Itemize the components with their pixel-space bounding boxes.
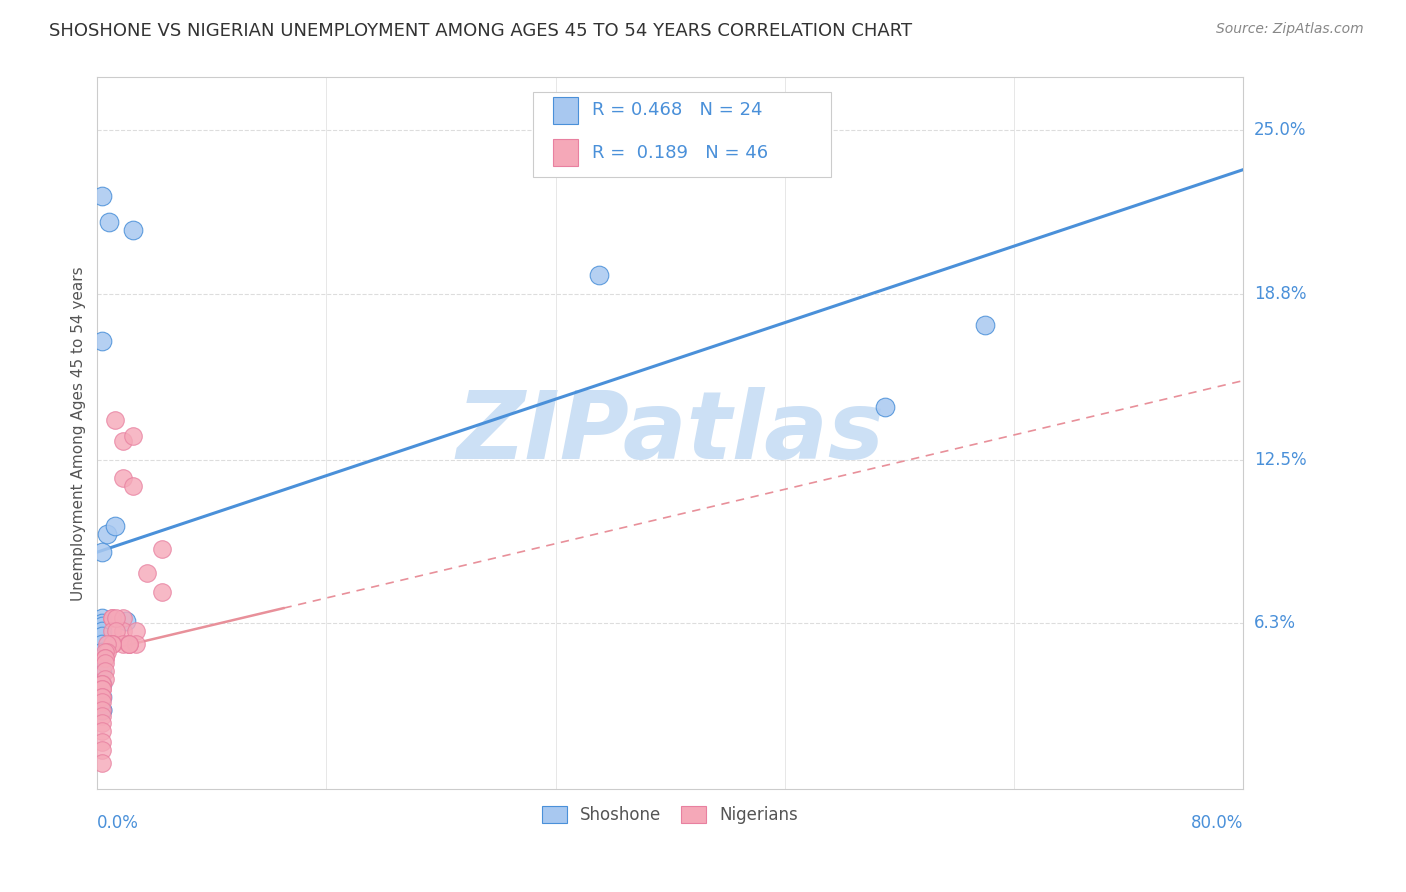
Point — [90, 682, 112, 697]
Point — [588, 268, 610, 283]
Y-axis label: Unemployment Among Ages 45 to 54 years: Unemployment Among Ages 45 to 54 years — [72, 266, 86, 600]
Point — [93, 645, 115, 659]
Point — [118, 637, 141, 651]
Text: 6.3%: 6.3% — [1254, 615, 1296, 632]
Point — [90, 690, 112, 705]
Point — [90, 716, 112, 731]
Point — [93, 650, 115, 665]
Point — [103, 518, 125, 533]
Point — [115, 614, 138, 628]
Point — [90, 677, 112, 691]
Point — [150, 542, 173, 557]
Point — [93, 664, 115, 678]
Point — [104, 611, 127, 625]
Point — [125, 624, 148, 639]
Point — [90, 756, 112, 770]
Point — [90, 695, 112, 709]
Point — [90, 703, 112, 717]
Point — [90, 545, 112, 559]
Point — [122, 429, 145, 443]
Text: Source: ZipAtlas.com: Source: ZipAtlas.com — [1216, 22, 1364, 37]
Point — [90, 677, 112, 691]
Point — [90, 703, 112, 717]
Point — [100, 637, 122, 651]
Point — [112, 637, 135, 651]
Point — [100, 637, 122, 651]
FancyBboxPatch shape — [554, 96, 578, 124]
Point — [100, 611, 122, 625]
Point — [112, 611, 135, 625]
Point — [90, 611, 112, 625]
Point — [93, 656, 115, 670]
Point — [122, 223, 145, 237]
Point — [90, 645, 112, 659]
Text: 12.5%: 12.5% — [1254, 450, 1306, 469]
Point — [873, 400, 896, 414]
Point — [96, 637, 118, 651]
Text: 80.0%: 80.0% — [1191, 814, 1243, 832]
Point — [112, 624, 135, 639]
Point — [97, 215, 120, 229]
Point — [112, 434, 135, 449]
Point — [103, 413, 125, 427]
Point — [90, 630, 112, 644]
Point — [90, 703, 112, 717]
Point — [90, 690, 112, 705]
Text: R =  0.189   N = 46: R = 0.189 N = 46 — [592, 144, 768, 162]
Point — [118, 637, 141, 651]
FancyBboxPatch shape — [533, 92, 831, 178]
Point — [112, 471, 135, 485]
Point — [118, 637, 141, 651]
Point — [90, 690, 112, 705]
Legend: Shoshone, Nigerians: Shoshone, Nigerians — [536, 799, 806, 831]
Point — [90, 724, 112, 739]
Text: R = 0.468   N = 24: R = 0.468 N = 24 — [592, 101, 762, 120]
Point — [90, 664, 112, 678]
Point — [100, 611, 122, 625]
Point — [90, 624, 112, 639]
Text: SHOSHONE VS NIGERIAN UNEMPLOYMENT AMONG AGES 45 TO 54 YEARS CORRELATION CHART: SHOSHONE VS NIGERIAN UNEMPLOYMENT AMONG … — [49, 22, 912, 40]
Point — [104, 624, 127, 639]
Text: 18.8%: 18.8% — [1254, 285, 1306, 302]
Point — [93, 650, 115, 665]
Point — [974, 318, 997, 333]
Point — [100, 637, 122, 651]
Text: ZIPatlas: ZIPatlas — [456, 387, 884, 479]
Point — [150, 584, 173, 599]
Point — [90, 189, 112, 203]
Point — [100, 624, 122, 639]
Text: 25.0%: 25.0% — [1254, 121, 1306, 139]
Point — [125, 637, 148, 651]
Point — [136, 566, 159, 581]
FancyBboxPatch shape — [554, 139, 578, 167]
Text: 0.0%: 0.0% — [97, 814, 139, 832]
Point — [90, 637, 112, 651]
Point — [90, 743, 112, 757]
Point — [122, 479, 145, 493]
Point — [90, 682, 112, 697]
Point — [90, 708, 112, 723]
Point — [90, 735, 112, 749]
Point — [90, 616, 112, 631]
Point — [90, 334, 112, 348]
Point — [90, 650, 112, 665]
Point — [90, 677, 112, 691]
Point — [96, 526, 118, 541]
Point — [93, 672, 115, 686]
Point — [96, 645, 118, 659]
Point — [90, 619, 112, 633]
